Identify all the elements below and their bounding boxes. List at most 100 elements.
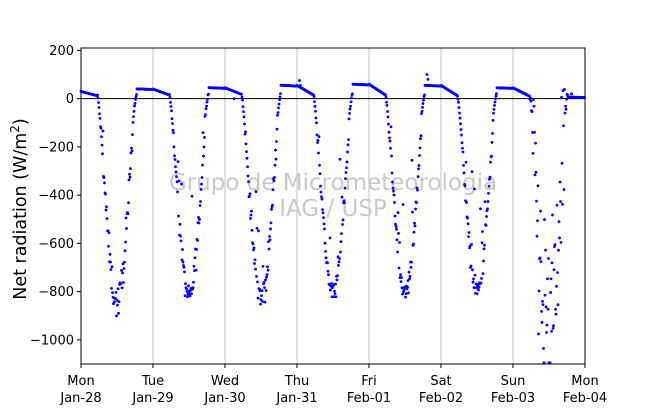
data-point-218 <box>188 294 192 298</box>
data-point-522 <box>340 195 344 199</box>
data-point-252 <box>205 100 209 104</box>
outlier-point-5 <box>570 92 573 96</box>
data-point-378 <box>268 238 272 242</box>
data-point-536 <box>347 117 351 121</box>
data-point-334 <box>246 174 250 178</box>
data-point-800 <box>479 281 483 285</box>
grid-layer <box>80 48 586 364</box>
data-point-633 <box>396 250 399 254</box>
data-point-636 <box>397 266 401 270</box>
data-point-189 <box>174 165 177 169</box>
data-point-960 <box>559 241 563 244</box>
data-point-381 <box>270 207 273 211</box>
x-tick-label-date-2: Jan-30 <box>203 391 245 406</box>
data-point-918 <box>538 256 542 260</box>
data-point-98 <box>128 175 132 179</box>
data-point-610 <box>384 95 388 99</box>
data-point-759 <box>459 122 462 126</box>
data-point-111 <box>135 93 138 96</box>
data-point-373 <box>266 265 269 269</box>
data-point-823 <box>491 131 494 135</box>
data-point-349 <box>254 267 257 271</box>
data-point-473 <box>316 141 319 144</box>
data-point-628 <box>393 214 397 218</box>
data-point-831 <box>495 92 498 96</box>
data-point-641 <box>400 276 403 279</box>
data-point-770 <box>464 160 468 164</box>
data-point-969 <box>564 104 567 108</box>
data-point-333 <box>246 165 249 169</box>
data-point-907 <box>533 130 536 134</box>
data-point-374 <box>266 268 270 272</box>
data-point-341 <box>250 209 253 213</box>
data-point-182 <box>170 117 174 121</box>
data-point-507 <box>333 289 336 293</box>
data-point-99 <box>129 167 132 171</box>
data-point-233 <box>196 239 199 242</box>
data-point-941 <box>550 330 553 333</box>
data-point-469 <box>314 109 317 113</box>
data-points <box>79 73 586 365</box>
data-point-958 <box>558 180 562 184</box>
data-point-637 <box>398 241 401 244</box>
data-point-904 <box>531 152 535 155</box>
data-point-225 <box>192 280 195 284</box>
data-point-250 <box>204 107 208 111</box>
data-point-773 <box>466 216 469 220</box>
data-point-490 <box>324 256 328 260</box>
data-point-617 <box>388 136 391 140</box>
data-point-932 <box>545 323 549 327</box>
data-point-965 <box>562 124 565 128</box>
data-point-669 <box>414 207 417 211</box>
data-point-763 <box>461 146 464 150</box>
data-point-242 <box>200 176 204 179</box>
data-point-80 <box>119 282 123 285</box>
data-point-684 <box>421 102 425 105</box>
data-point-73 <box>116 303 119 307</box>
y-tick-label-3: −400 <box>38 189 74 204</box>
data-point-924 <box>541 303 545 307</box>
data-point-927 <box>543 218 546 221</box>
data-point-249 <box>204 113 207 117</box>
data-point-245 <box>202 154 205 158</box>
data-point-186 <box>172 145 176 149</box>
data-point-815 <box>487 191 490 195</box>
data-point-640 <box>399 280 403 284</box>
data-point-650 <box>404 292 408 296</box>
data-point-69 <box>114 296 117 300</box>
data-point-243 <box>201 163 204 167</box>
data-point-102 <box>130 149 134 153</box>
data-point-397 <box>278 98 281 102</box>
data-point-527 <box>343 201 346 205</box>
data-point-655 <box>407 291 410 295</box>
data-point-963 <box>561 202 564 206</box>
data-point-627 <box>393 201 396 204</box>
data-point-929 <box>544 248 547 252</box>
data-point-371 <box>265 275 268 279</box>
data-point-370 <box>264 289 268 292</box>
x-axis: Mon Jan-28 Tue Jan-29 Wed Jan-30 Thu Jan-31 Fri F… <box>59 364 607 406</box>
data-point-236 <box>197 221 201 225</box>
data-point-89 <box>124 240 127 244</box>
x-tick-label-date-1: Jan-29 <box>131 391 173 406</box>
data-point-323 <box>241 98 244 102</box>
data-point-788 <box>473 273 477 277</box>
data-point-63 <box>111 291 114 295</box>
data-point-91 <box>125 227 128 230</box>
data-point-480 <box>319 190 323 194</box>
data-point-60 <box>109 268 113 271</box>
data-point-195 <box>177 214 180 218</box>
data-point-973 <box>566 93 569 97</box>
data-point-42 <box>100 143 104 147</box>
data-point-499 <box>329 288 332 292</box>
data-point-347 <box>253 262 256 265</box>
data-point-781 <box>470 242 473 246</box>
data-point-674 <box>416 175 420 179</box>
data-point-768 <box>463 184 467 188</box>
data-point-543 <box>351 92 354 96</box>
data-point-466 <box>312 95 316 98</box>
data-point-919 <box>539 209 542 213</box>
data-point-255 <box>207 92 210 96</box>
x-tick-label-day-6: Sun <box>501 374 526 389</box>
data-point-612 <box>385 104 389 107</box>
